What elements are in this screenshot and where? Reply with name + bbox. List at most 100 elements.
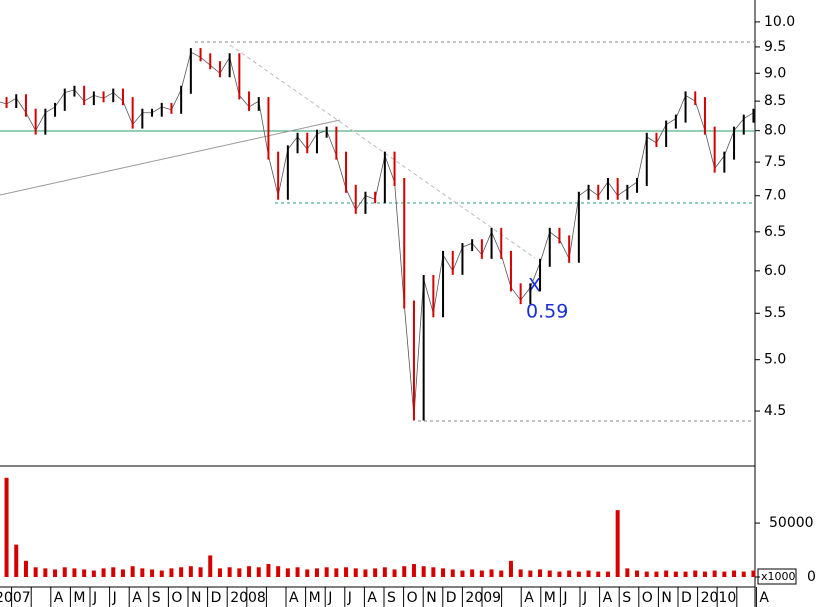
y-tick-label: 6.0 [764,263,786,279]
x-tick-label: J [327,590,332,606]
volume-bar [518,569,523,577]
volume-bar [421,566,426,577]
volume-bar [392,569,397,577]
volume-bar [441,568,446,577]
volume-bar [382,567,387,577]
x-tick-label: A [524,590,534,606]
x-tick-label: A [759,590,769,606]
volume-bar [741,571,746,577]
x-tick-label: S [152,590,161,606]
x-tick-label: D [681,590,692,606]
x-tick-label: D [211,590,222,606]
x-tick-label: A [132,590,142,606]
x-tick-label: 2008 [230,590,266,606]
x-tick-label: M [309,590,321,606]
volume-bar [208,555,213,577]
x-tick-label: A [54,590,64,606]
volume-bar [4,477,9,577]
volume-bar [751,570,756,577]
x-tick-label: 2009 [465,590,501,606]
volume-bar [683,571,688,577]
volume-bar [227,567,232,577]
y-tick-label: 7.0 [764,188,786,204]
volume-bar [508,560,513,577]
volume-bar [722,571,727,577]
volume-bar [256,567,261,577]
volume-bar [91,570,96,577]
x-tick-label: S [622,590,631,606]
volume-bar [33,567,38,577]
volume-bar [130,566,135,577]
volume-bar [693,570,698,577]
volume-bar [635,570,640,577]
volume-bar [605,571,610,577]
volume-bar [538,569,543,577]
x-tick-label: N [661,590,671,606]
volume-bar [23,560,28,577]
volume-bar [470,569,475,577]
volume-bar [237,568,242,577]
volume-bar [111,567,116,577]
x-tick-label: N [191,590,201,606]
unit-label: x1000 [761,570,796,583]
volume-bar [140,568,145,577]
x-tick-label: S [387,590,396,606]
x-tick-label: O [642,590,653,606]
volume-bar [120,569,125,577]
volume-bar [373,568,378,577]
volume-bar [101,568,106,577]
x-tick-label: D [446,590,457,606]
volume-bar [217,568,222,577]
volume-bar [615,510,620,577]
x-tick-label: A [367,590,377,606]
x-tick-label: J [112,590,117,606]
x-tick-label: J [92,590,97,606]
volume-bar [150,569,155,577]
x-tick-label: J [347,590,352,606]
volume-bar [363,569,368,577]
y-tick-label: 10.0 [764,14,795,30]
volume-bar [673,571,678,577]
x-tick-label: O [171,590,182,606]
volume-bar [625,568,630,577]
x-tick-label: M [544,590,556,606]
trend-line [229,44,536,259]
volume-bar [499,570,504,577]
x-tick-label: A [603,590,613,606]
volume-bar [247,566,252,577]
x-tick-label: O [407,590,418,606]
volume-bar [528,570,533,577]
volume-bar [460,570,465,577]
volume-bar [489,569,494,577]
y-tick-label: 9.5 [764,39,786,55]
price-line [0,51,754,417]
volume-bar [431,567,436,577]
x-tick-label: J [562,590,567,606]
y-tick-label: 50000 [769,515,814,531]
volume-bar [644,571,649,577]
volume-bar [82,569,87,577]
volume-bar [344,567,349,577]
volume-bar [53,569,58,577]
y-tick-label: 9.0 [764,65,786,81]
volume-bar [712,570,717,577]
volume-bar [295,567,300,577]
y-tick-label: 4.5 [764,403,786,419]
volume-bar [596,571,601,577]
annotation: 0.59 [526,301,568,323]
volume-bar [324,567,329,577]
volume-bar [179,567,184,577]
volume-bar [314,568,319,577]
trend-line [0,119,341,196]
x-tick-label: 2007 [0,590,31,606]
volume-bar [567,570,572,577]
volume-bar [62,567,67,577]
y-tick-label: 8.5 [764,93,786,109]
volume-bar [402,566,407,577]
volume-bar [654,571,659,577]
volume-bar [169,568,174,577]
volume-bar [547,570,552,577]
volume-bar [334,568,339,577]
y-tick-label: 7.5 [764,154,786,170]
